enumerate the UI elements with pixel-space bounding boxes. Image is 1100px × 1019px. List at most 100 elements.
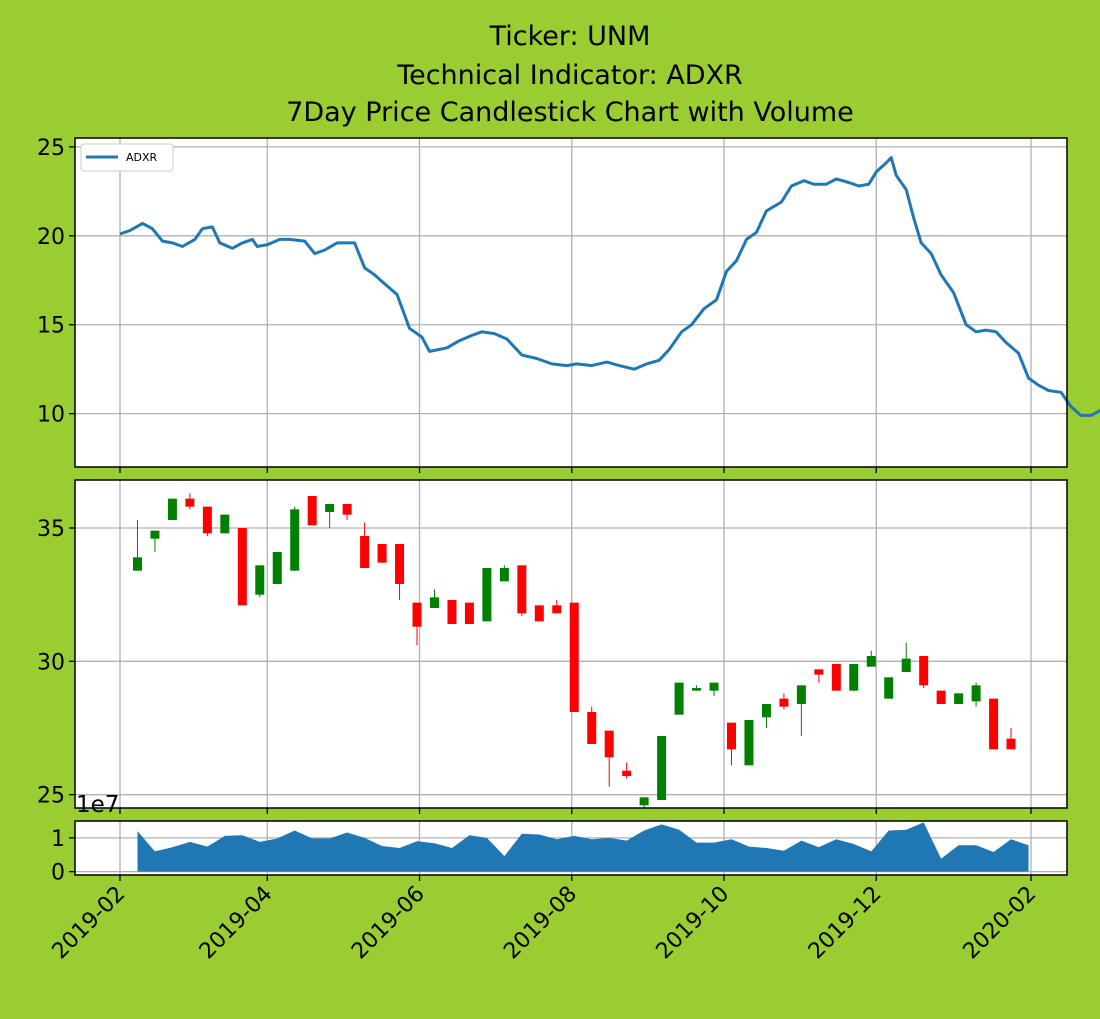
indicator-plot-area [75,138,1067,467]
candle-body-1 [150,530,160,539]
candle-24 [552,600,562,614]
candle-body-46 [936,690,946,704]
candle-34 [726,722,736,766]
candle-39 [814,669,824,683]
candle-28 [622,762,632,779]
candle-11 [325,504,335,528]
candle-12 [342,504,352,520]
indicator-y-ticks: 10 15 20 25 [37,136,75,428]
price-frame [74,479,1068,809]
adxr-series-line [119,156,1100,417]
candle-body-30 [657,736,667,800]
candle-body-20 [482,568,492,622]
candle-body-47 [954,693,964,704]
candle-body-10 [307,496,317,526]
candle-17 [429,589,439,608]
candle-49 [989,698,999,750]
candle-body-48 [971,685,981,702]
candle-body-40 [831,664,841,691]
candle-body-12 [342,504,352,515]
candle-42 [866,650,876,667]
indicator-ytick-label-3: 25 [37,136,65,161]
candle-18 [447,600,457,624]
indicator-panel: 10 15 20 25 ADXR [37,136,1100,473]
candle-body-21 [499,568,509,582]
candle-22 [517,565,527,616]
candle-body-35 [744,720,754,766]
candle-45 [919,656,929,688]
candle-body-41 [849,664,859,691]
candle-body-27 [604,730,614,758]
candle-27 [604,730,614,787]
candle-23 [534,605,544,622]
candle-43 [884,677,894,699]
candle-30 [657,736,667,800]
candle-body-26 [587,712,597,744]
price-ytick-label-0: 25 [37,784,65,809]
candle-21 [499,565,509,582]
candle-29 [639,797,649,808]
candle-body-8 [272,552,282,584]
candle-body-28 [622,770,632,776]
legend-box [80,143,174,172]
candle-body-36 [761,704,771,718]
indicator-grid [75,138,1067,467]
candle-body-45 [919,656,929,686]
indicator-legend: ADXR [80,143,174,172]
candle-47 [954,693,964,704]
indicator-ytick-label-1: 15 [37,314,65,339]
candle-50 [1006,728,1016,750]
chart-title-line-2: Technical Indicator: ADXR [396,60,743,91]
legend-label-adxr: ADXR [126,151,158,164]
candle-44 [901,642,911,672]
candle-body-32 [692,688,702,691]
candle-25 [569,602,579,712]
candle-body-16 [412,602,422,627]
volume-offset-label: 1e7 [76,792,119,818]
candle-body-39 [814,669,824,675]
candle-body-6 [237,528,247,606]
candle-38 [796,685,806,736]
candle-body-38 [796,685,806,704]
volume-frame [74,820,1068,876]
candle-16 [412,602,422,646]
chart-title-line-3: 7Day Price Candlestick Chart with Volume [286,97,854,128]
candle-body-14 [377,544,387,563]
candle-body-50 [1006,738,1016,750]
candle-8 [272,552,282,584]
candle-15 [395,544,405,600]
candle-body-25 [569,602,579,712]
price-y-ticks: 25 30 35 [37,517,75,809]
candle-body-17 [429,597,439,608]
chart-title-line-1: Ticker: UNM [489,21,651,52]
candle-1 [150,530,160,552]
candle-body-4 [202,506,212,534]
candle-body-11 [325,504,335,512]
candle-41 [849,664,859,691]
volume-ytick-label-1: 1 [51,827,65,852]
price-ytick-label-2: 35 [37,517,65,542]
candle-body-42 [866,656,876,667]
candle-body-49 [989,698,999,750]
candle-body-24 [552,605,562,614]
price-x-ticks [119,808,1032,814]
candle-body-13 [360,536,370,568]
candle-body-2 [167,498,177,520]
candle-19 [464,602,474,624]
price-panel: 25 30 35 [37,479,1068,814]
candle-37 [779,693,789,710]
candle-7 [255,565,265,598]
candle-body-33 [709,682,719,691]
candle-26 [587,706,597,744]
indicator-frame [74,137,1068,468]
volume-area [137,822,1029,872]
candle-body-15 [395,544,405,584]
candlestick-series [132,493,1016,808]
candle-33 [709,682,719,696]
candle-body-7 [255,565,265,595]
candle-0 [132,520,142,571]
candle-46 [936,690,946,704]
candle-body-34 [726,722,736,750]
candle-3 [185,493,195,510]
